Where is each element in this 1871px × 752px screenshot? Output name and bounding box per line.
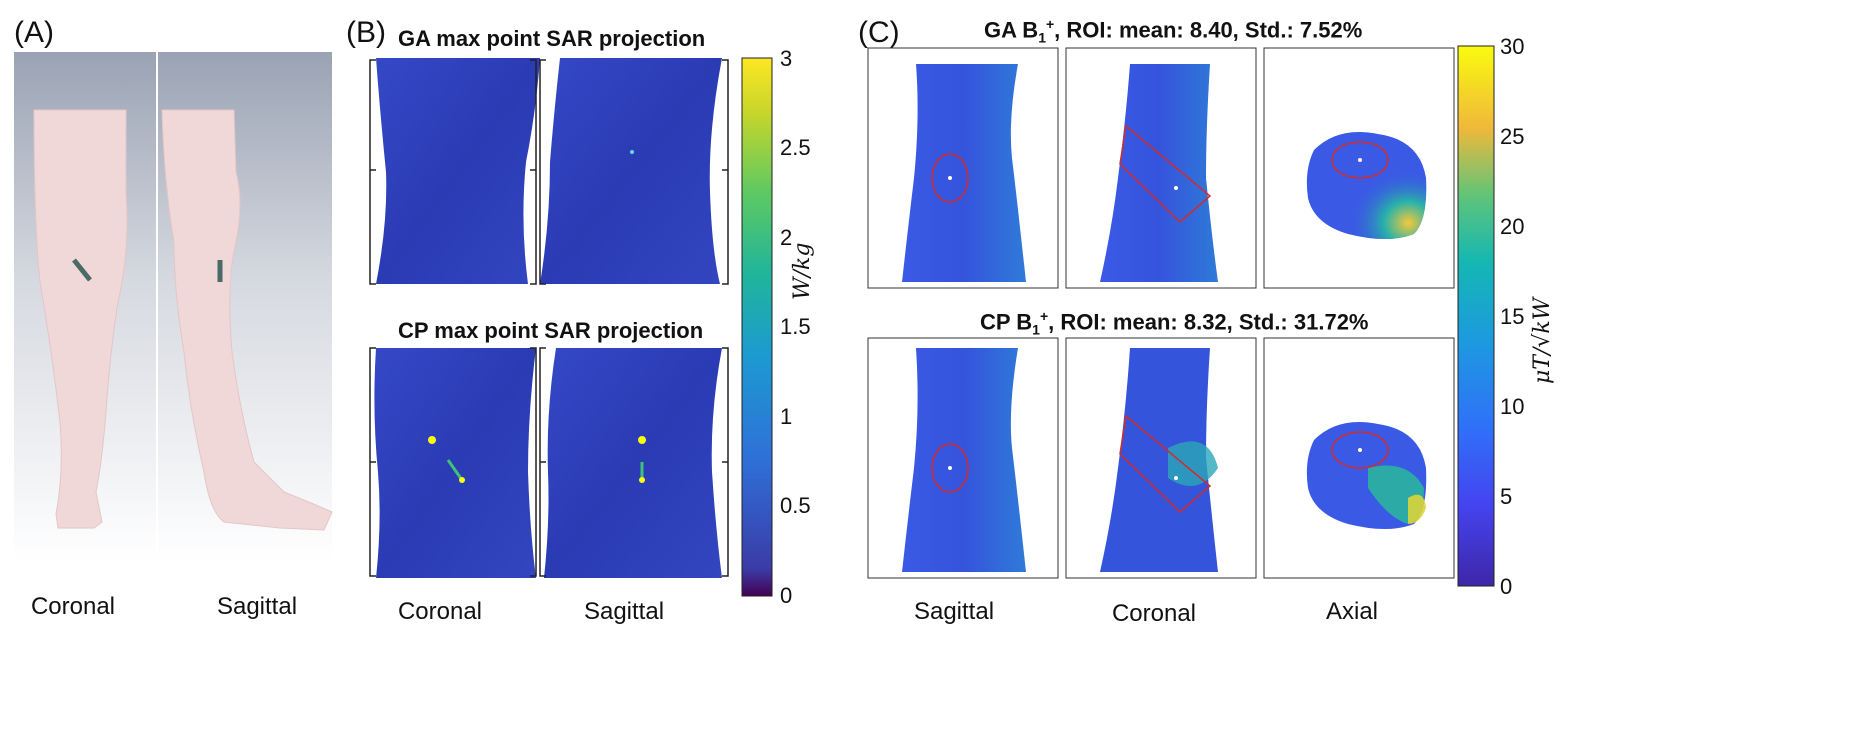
panel-c-sagittal-label: Sagittal: [913, 598, 995, 625]
cb-b-tick: 2.5: [780, 135, 811, 160]
panel-a-coronal-label: Coronal: [30, 593, 116, 620]
cb-c-tick: 20: [1500, 214, 1525, 239]
sar-cp-coronal: [374, 348, 536, 578]
panel-c-axial-label: Axial: [1325, 598, 1379, 625]
cb-c-tick: 10: [1500, 394, 1525, 419]
coronal-leg-model: [33, 109, 128, 529]
cb-b-tick: 1: [780, 404, 793, 429]
panel-b-title-bottom: CP max point SAR projection: [398, 318, 704, 343]
panel-b-colorbar-ticks: 3 2.5 2 1.5 1 0.5 0: [780, 46, 830, 608]
panel-c-b1-maps: [867, 47, 1455, 579]
cb-c-tick: 15: [1500, 304, 1525, 329]
panel-b-colorbar-unit: W/kg: [790, 242, 815, 300]
panel-c-coronal-label: Coronal: [1111, 600, 1197, 627]
panel-a-label: (A): [14, 16, 54, 49]
coronal-device: [72, 258, 92, 282]
cb-b-tick: 0: [780, 583, 793, 608]
panel-b-sar-maps: [369, 58, 729, 578]
sar-ga-coronal: [376, 58, 540, 284]
sar-cp-sagittal: [544, 348, 722, 578]
cb-c-tick: 25: [1500, 124, 1525, 149]
panel-c-title-bottom: CP B1+, ROI: mean: 8.32, Std.: 31.72%: [980, 308, 1369, 338]
cb-b-tick: 2: [780, 225, 793, 250]
sar-ga-sagittal: [540, 58, 722, 284]
panel-b-sagittal-label: Sagittal: [583, 598, 665, 625]
sagittal-leg-model: [161, 109, 333, 531]
panel-a-render: [14, 52, 333, 562]
cb-b-tick: 3: [780, 46, 793, 71]
panel-c-title-top: GA B1+, ROI: mean: 8.40, Std.: 7.52%: [984, 16, 1363, 46]
panel-c-colorbar-ticks: 30 25 20 15 10 5 0: [1500, 34, 1550, 599]
panel-c-colorbar: [1457, 45, 1495, 587]
panel-b-colorbar: [741, 57, 773, 597]
cb-c-tick: 5: [1500, 484, 1513, 509]
cb-b-tick: 1.5: [780, 314, 811, 339]
panel-b-title-top: GA max point SAR projection: [398, 26, 706, 51]
panel-a-sagittal-label: Sagittal: [216, 593, 298, 620]
panel-c-colorbar-unit: μT/√kW: [1530, 297, 1555, 384]
panel-c-label: (C): [858, 16, 900, 49]
panel-b-coronal-label: Coronal: [397, 598, 483, 625]
panel-b-label: (B): [346, 16, 386, 49]
cb-c-tick: 0: [1500, 574, 1513, 599]
cb-b-tick: 0.5: [780, 493, 811, 518]
cb-c-tick: 30: [1500, 34, 1525, 59]
